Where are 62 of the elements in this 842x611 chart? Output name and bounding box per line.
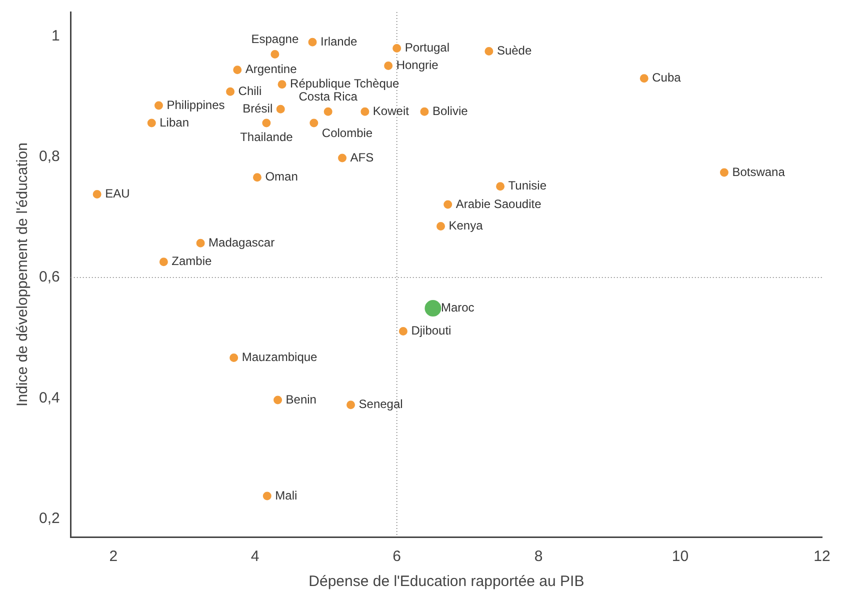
annotation: Thailande <box>240 130 294 144</box>
annotation: Hongrie <box>396 58 439 72</box>
annotation: Argentine <box>245 62 298 76</box>
y-tick-label: 0,8 <box>38 148 60 165</box>
annotation: Brésil <box>242 101 273 116</box>
annotation: Bolivie <box>432 104 468 118</box>
y-tick-label: 0,2 <box>38 510 60 528</box>
annotation: Costa Rica <box>298 89 358 104</box>
point <box>146 117 158 129</box>
annotation: AFS <box>350 150 374 164</box>
annotation: Maroc <box>440 300 474 315</box>
x-tick-label: 4 <box>250 548 260 566</box>
point <box>276 78 288 90</box>
annotation: République Tchèque <box>290 76 400 91</box>
point <box>158 256 170 268</box>
point <box>261 490 273 502</box>
point <box>306 36 318 48</box>
annotation: Djibouti <box>411 324 452 338</box>
x-tick-label: 12 <box>814 548 830 566</box>
annotation: Espagne <box>251 32 299 46</box>
annotation: Benin <box>286 392 316 406</box>
point <box>232 64 244 76</box>
point <box>194 237 206 249</box>
annotation: Cuba <box>652 70 682 85</box>
annotation: Koweit <box>372 104 410 118</box>
point <box>638 72 650 84</box>
annotation: Chili <box>238 84 262 98</box>
annotation: Mauzambique <box>242 350 318 364</box>
x-tick-label: 10 <box>672 548 689 566</box>
point <box>359 106 371 118</box>
annotation: Zambie <box>172 254 212 268</box>
annotation: Irlande <box>320 34 358 48</box>
annotation: Senegal <box>358 397 403 412</box>
annotation: Arabie Saoudite <box>456 196 542 211</box>
point <box>322 106 334 118</box>
x-tick-label: 8 <box>534 548 543 566</box>
y-axis-title: Indice de développement de l'éducation <box>14 142 32 406</box>
point <box>260 117 272 129</box>
point <box>308 117 320 129</box>
annotation: Philippines <box>166 98 225 112</box>
y-tick-label: 1 <box>52 27 60 44</box>
annotation: Botswana <box>732 164 786 179</box>
annotation: EAU <box>105 186 130 201</box>
annotation: Portugal <box>404 40 450 55</box>
y-tick-label: 0,4 <box>38 389 60 406</box>
point <box>274 103 286 115</box>
x-axis-title: Dépense de l'Education rapportée au PIB <box>308 573 584 590</box>
point <box>418 106 430 118</box>
x-tick-label: 2 <box>109 548 118 566</box>
point <box>442 198 454 210</box>
annotation: Oman <box>265 170 298 184</box>
annotation: Liban <box>160 115 190 130</box>
y-tick-label: 0,6 <box>38 268 60 286</box>
annotation: Colombie <box>322 126 373 140</box>
annotation: Kenya <box>448 218 484 233</box>
x-tick-label: 6 <box>392 548 401 566</box>
point <box>423 298 443 318</box>
point <box>391 42 403 54</box>
annotation: Tunisie <box>508 178 547 193</box>
annotation: Mali <box>275 488 298 502</box>
annotation: Madagascar <box>208 235 275 250</box>
annotation: Suède <box>496 44 532 58</box>
